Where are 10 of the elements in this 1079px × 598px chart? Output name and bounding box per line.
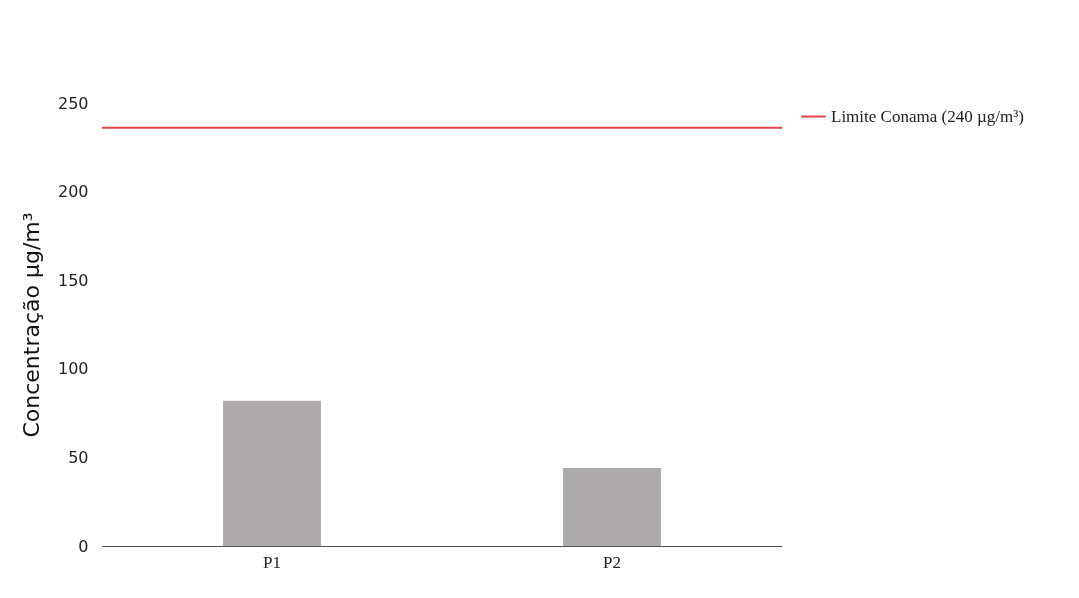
y-tick-label: 0 [78, 536, 89, 556]
y-tick-label: 50 [68, 447, 89, 467]
x-tick-label: P2 [603, 552, 621, 572]
y-tick-label: 100 [57, 359, 89, 379]
y-tick-label: 200 [57, 182, 89, 202]
ref-line-label: Limite Conama (240 µg/m³) [831, 106, 1024, 126]
y-tick-label: 250 [57, 93, 89, 113]
x-tick-label: P1 [263, 552, 281, 572]
y-tick-label: 150 [57, 270, 89, 290]
y-axis-title: Concentração µg/m³ [18, 212, 44, 438]
